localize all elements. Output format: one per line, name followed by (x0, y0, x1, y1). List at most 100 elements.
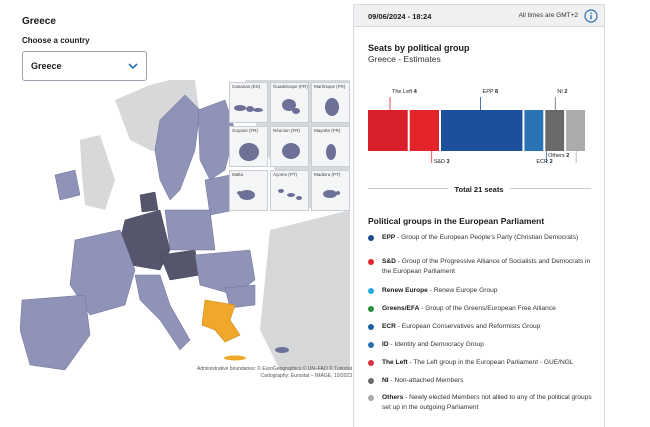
legend-text: Greens/EFA - Group of the Greens/Europea… (382, 304, 596, 314)
inset-map: Canarias (ES) (229, 82, 268, 123)
inset-island (326, 144, 336, 160)
inset-label: Mayotte (FR) (314, 128, 341, 133)
total-seats-text: Total 21 seats (448, 185, 510, 194)
inset-shape (326, 144, 336, 160)
info-circle-icon[interactable] (584, 9, 598, 23)
legend-description: Group of the Progressive Alliance of Soc… (382, 258, 591, 275)
legend-description: Renew Europe Group (433, 287, 498, 294)
legend-color-dot (368, 324, 374, 330)
legend-color-dot (368, 235, 374, 241)
inset-map: Mayotte (FR) (311, 126, 350, 167)
seat-bar-epp (441, 110, 523, 151)
legend-separator: - (407, 359, 414, 366)
seat-bar-label-group: EPP (482, 89, 495, 95)
legend-color-dot (368, 306, 374, 312)
inset-shape (278, 189, 302, 200)
inset-island (237, 191, 243, 195)
inset-island (296, 196, 302, 200)
country-select-value: Greece (31, 61, 62, 71)
inset-shape (234, 105, 263, 112)
legend-color-dot (368, 259, 374, 265)
inset-label: Martinique (FR) (314, 84, 346, 89)
inset-map: Guyane (FR) (229, 126, 268, 167)
legend-color-dot (368, 288, 374, 294)
legend-description: European Conservatives and Reformists Gr… (401, 323, 541, 330)
seats-chart: The Left 4 S&D 3 EPP 8 ECR 2 NI 2 Others 2 (368, 89, 593, 169)
legend-text: ECR - European Conservatives and Reformi… (382, 322, 596, 332)
chevron-down-icon[interactable] (126, 59, 140, 78)
seat-bar-label-group: Others (548, 153, 567, 159)
legend-color-dot (368, 360, 374, 366)
seats-subtitle: Greece - Estimates (368, 54, 441, 64)
panel-header: 09/06/2024 - 18:24 All times are GMT+2 (354, 5, 604, 27)
seat-bar-label-value: 2 (549, 159, 553, 165)
legend-description: Group of the Greens/European Free Allian… (425, 305, 556, 312)
seat-bar-label-value: 4 (413, 89, 417, 95)
map-cyprus (275, 347, 289, 353)
inset-map: Malta (229, 170, 268, 211)
inset-label: Réunion (FR) (273, 128, 301, 133)
seat-bar-label: S&D 3 (434, 159, 450, 165)
legend-abbr: Renew Europe (382, 287, 428, 294)
inset-shape (239, 143, 259, 161)
legend-abbr: ECR (382, 323, 396, 330)
inset-island (239, 190, 255, 200)
map-central (159, 249, 201, 281)
country-title: Greece (22, 16, 56, 27)
inset-label: Guadeloupe (FR) (273, 84, 308, 89)
seat-bar-label-group: NI (557, 89, 565, 95)
seat-bar-label: The Left 4 (392, 89, 417, 95)
inset-island (239, 143, 259, 161)
legend-text: NI - Non-attached Members (382, 376, 596, 386)
seat-bar-label-group: S&D (433, 159, 447, 165)
timezone-note: All times are GMT+2 (518, 12, 578, 19)
legend-text: Others - Newly elected Members not allie… (382, 393, 596, 412)
choose-country-label: Choose a country (22, 36, 90, 45)
legend-abbr: Greens/EFA (382, 305, 420, 312)
legend-color-dot (368, 378, 374, 384)
inset-label: Malta (232, 172, 244, 177)
legend-description: Group of the European People's Party (Ch… (401, 234, 579, 241)
legend-separator: - (388, 377, 395, 384)
legend-text: S&D - Group of the Progressive Alliance … (382, 257, 596, 276)
legend-abbr: NI (382, 377, 389, 384)
results-panel: 09/06/2024 - 18:24 All times are GMT+2 S… (353, 4, 605, 427)
seat-bar-label: EPP 8 (483, 89, 499, 95)
legend-description: Newly elected Members not allied to any … (382, 394, 592, 411)
legend-text: Renew Europe - Renew Europe Group (382, 286, 596, 296)
legend-separator: - (395, 234, 402, 241)
attribution-line: Administrative boundaries: © EuroGeograp… (196, 366, 352, 372)
seat-bar-label: NI 2 (557, 89, 567, 95)
inset-map: Réunion (FR) (270, 126, 309, 167)
timestamp: 09/06/2024 - 18:24 (368, 12, 432, 21)
seat-bar-others (566, 110, 585, 151)
map-bulgaria (224, 284, 256, 309)
inset-island (246, 106, 254, 112)
legend-description: Non-attached Members (394, 377, 464, 384)
inset-shape (323, 190, 340, 198)
map-finland (197, 99, 236, 181)
country-select[interactable]: Greece (22, 51, 147, 81)
legend-separator: - (395, 323, 402, 330)
legend-abbr: Others (382, 394, 404, 401)
map-ireland (54, 169, 81, 201)
inset-island (336, 191, 340, 195)
inset-label: Guyane (FR) (232, 128, 259, 133)
legend-text: The Left - The Left group in the Europea… (382, 358, 596, 368)
seats-bar-svg (368, 97, 585, 163)
map-nonmember-land (260, 210, 350, 370)
inset-map: Açores (PT) (270, 170, 309, 211)
map-poland (164, 209, 216, 251)
map-greece-crete (224, 355, 246, 361)
inset-island (323, 190, 337, 198)
legend-abbr: The Left (382, 359, 408, 366)
map-section: Greece Choose a country Greece (19, 16, 352, 380)
inset-shape (325, 98, 339, 116)
inset-island (234, 105, 246, 111)
inset-map: Madeira (PT) (311, 170, 350, 211)
map-iberia (19, 294, 91, 371)
map-attribution: Administrative boundaries: © EuroGeograp… (184, 366, 352, 380)
legend-separator: - (419, 305, 426, 312)
legend-separator: - (403, 394, 410, 401)
inset-label: Madeira (PT) (314, 172, 341, 177)
